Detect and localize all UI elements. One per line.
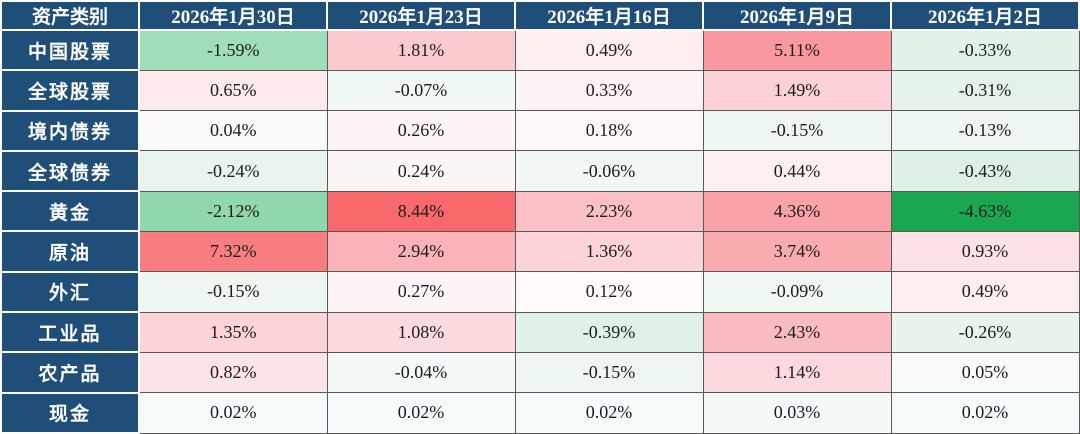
return-cell: -0.07% [326,69,516,112]
return-cell: -0.04% [326,351,516,394]
row-label: 工业品 [0,311,140,354]
row-label: 中国股票 [0,28,140,72]
return-cell: -0.24% [138,150,328,192]
return-cell: 0.26% [326,110,516,152]
return-cell: 1.36% [514,230,704,273]
row-label: 全球债券 [0,149,140,193]
return-cell: 2.94% [326,230,516,273]
return-cell: 0.02% [326,392,516,434]
return-cell: -2.12% [138,190,328,232]
return-cell: 0.03% [702,392,892,434]
table-row: 中国股票 -1.59% 1.81% 0.49% 5.11% -0.33% [0,28,1080,72]
row-label: 境内债券 [0,109,140,152]
return-cell: -1.59% [138,29,328,71]
return-cell: 0.02% [138,392,328,434]
table-row: 农产品 0.82% -0.04% -0.15% 1.14% 0.05% [0,351,1080,394]
return-cell: 1.81% [326,29,516,71]
return-cell: -0.33% [890,29,1080,71]
table-row: 全球股票 0.65% -0.07% 0.33% 1.49% -0.31% [0,69,1080,112]
return-cell: 2.43% [702,311,892,353]
return-cell: -0.15% [138,271,328,313]
return-cell: 0.02% [890,392,1080,434]
return-cell: 0.49% [514,29,704,71]
header-date-5: 2026年1月2日 [890,0,1080,31]
return-cell: 8.44% [326,190,516,232]
return-cell: -0.06% [514,150,704,192]
return-cell: 0.18% [514,110,704,152]
table-row: 全球债券 -0.24% 0.24% -0.06% 0.44% -0.43% [0,149,1080,193]
return-cell: 0.04% [138,110,328,152]
table-row: 黄金 -2.12% 8.44% 2.23% 4.36% -4.63% [0,190,1080,233]
row-label: 外汇 [0,270,140,314]
table-body: 中国股票 -1.59% 1.81% 0.49% 5.11% -0.33% 全球股票 0.65%… [0,28,1080,434]
return-cell: -0.15% [514,351,704,394]
return-cell: -0.15% [702,110,892,152]
table-row: 工业品 1.35% 1.08% -0.39% 2.43% -0.26% [0,311,1080,354]
return-cell: 0.33% [514,69,704,112]
return-cell: 0.49% [890,271,1080,313]
return-cell: 5.11% [702,29,892,71]
header-date-3: 2026年1月16日 [514,0,704,31]
return-cell: 4.36% [702,190,892,232]
table-row: 原油 7.32% 2.94% 1.36% 3.74% 0.93% [0,230,1080,273]
return-cell: 0.12% [514,271,704,313]
header-date-2: 2026年1月23日 [326,0,516,31]
return-cell: -0.09% [702,271,892,313]
return-cell: 1.49% [702,69,892,112]
return-cell: 7.32% [138,230,328,273]
return-cell: -0.13% [890,110,1080,152]
return-cell: 0.93% [890,230,1080,273]
row-label: 黄金 [0,190,140,233]
row-label: 全球股票 [0,69,140,112]
return-cell: -0.39% [514,311,704,353]
table-row: 现金 0.02% 0.02% 0.02% 0.03% 0.02% [0,391,1080,434]
row-label: 农产品 [0,351,140,394]
return-cell: 3.74% [702,230,892,273]
row-label: 原油 [0,230,140,273]
row-label: 现金 [0,391,140,434]
return-cell: 0.27% [326,271,516,313]
return-cell: 1.35% [138,311,328,353]
header-date-4: 2026年1月9日 [702,0,892,31]
return-cell: 0.05% [890,351,1080,394]
header-date-1: 2026年1月30日 [138,0,328,31]
return-cell: -0.43% [890,150,1080,192]
return-cell: 2.23% [514,190,704,232]
table-row: 外汇 -0.15% 0.27% 0.12% -0.09% 0.49% [0,270,1080,314]
return-cell: -0.31% [890,69,1080,112]
return-cell: 1.14% [702,351,892,394]
return-cell: -0.26% [890,311,1080,353]
header-asset-class: 资产类别 [0,0,140,31]
return-cell: 0.24% [326,150,516,192]
return-cell: 0.02% [514,392,704,434]
return-cell: 1.08% [326,311,516,353]
return-cell: 0.65% [138,69,328,112]
table-row: 境内债券 0.04% 0.26% 0.18% -0.15% -0.13% [0,109,1080,152]
return-cell: 0.82% [138,351,328,394]
header-row: 资产类别 2026年1月30日 2026年1月23日 2026年1月16日 20… [0,0,1080,31]
return-cell: 0.44% [702,150,892,192]
return-cell: -4.63% [890,190,1080,232]
